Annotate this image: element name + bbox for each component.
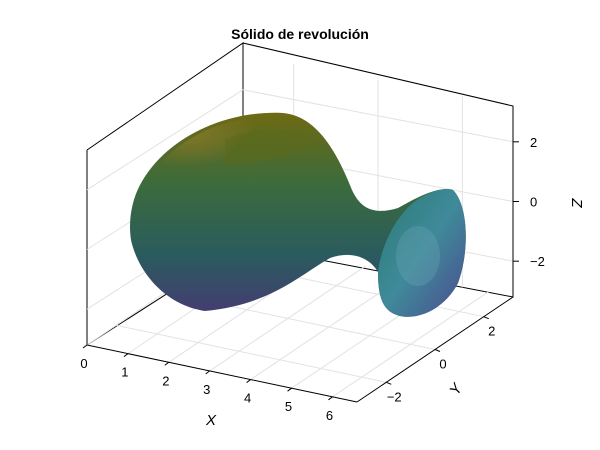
z-tick-label: 2 <box>530 135 537 150</box>
y-tick-label: −2 <box>387 389 402 404</box>
x-tick-label: 1 <box>121 365 128 380</box>
y-tick-mark <box>434 349 441 352</box>
tick-labels: 0 1 2 3 4 5 6 −2 0 2 −2 0 2 <box>80 135 544 423</box>
y-axis-label: Y <box>446 380 466 398</box>
x-tick-label: 5 <box>285 399 292 414</box>
x-axis-line <box>86 344 358 403</box>
y-tick-mark <box>483 316 489 320</box>
surface <box>130 112 466 317</box>
chart-title: Sólido de revolución <box>231 26 369 42</box>
z-tick-label: −2 <box>530 254 545 269</box>
y-gridline <box>116 324 387 383</box>
x-tick-label: 2 <box>162 373 169 388</box>
z-tick-label: 0 <box>530 195 537 210</box>
surface-highlight <box>150 117 270 175</box>
surface-inner-shadow <box>225 129 320 165</box>
z-left-gridline <box>86 89 244 191</box>
y-tick-label: 0 <box>439 357 446 372</box>
z-axis-label: Z <box>568 197 585 208</box>
x-axis-label: X <box>205 412 217 429</box>
x-tick-label: 6 <box>326 408 333 423</box>
x-tick-mark <box>246 379 251 383</box>
z-gridline <box>242 89 514 143</box>
x-tick-mark <box>328 396 333 401</box>
x-tick-label: 3 <box>203 382 210 397</box>
y-tick-label: 2 <box>488 324 495 339</box>
x-tick-mark <box>164 361 170 366</box>
y-tick-mark <box>386 381 392 385</box>
surface-end-cap <box>378 188 466 317</box>
x-tick-mark <box>82 344 88 349</box>
x-tick-mark <box>287 387 292 392</box>
x-tick-mark <box>123 353 129 358</box>
end-cap-highlight <box>396 226 440 286</box>
x-tick-label: 4 <box>244 391 251 406</box>
x-tick-mark <box>205 370 211 375</box>
x-tick-label: 0 <box>80 356 87 371</box>
